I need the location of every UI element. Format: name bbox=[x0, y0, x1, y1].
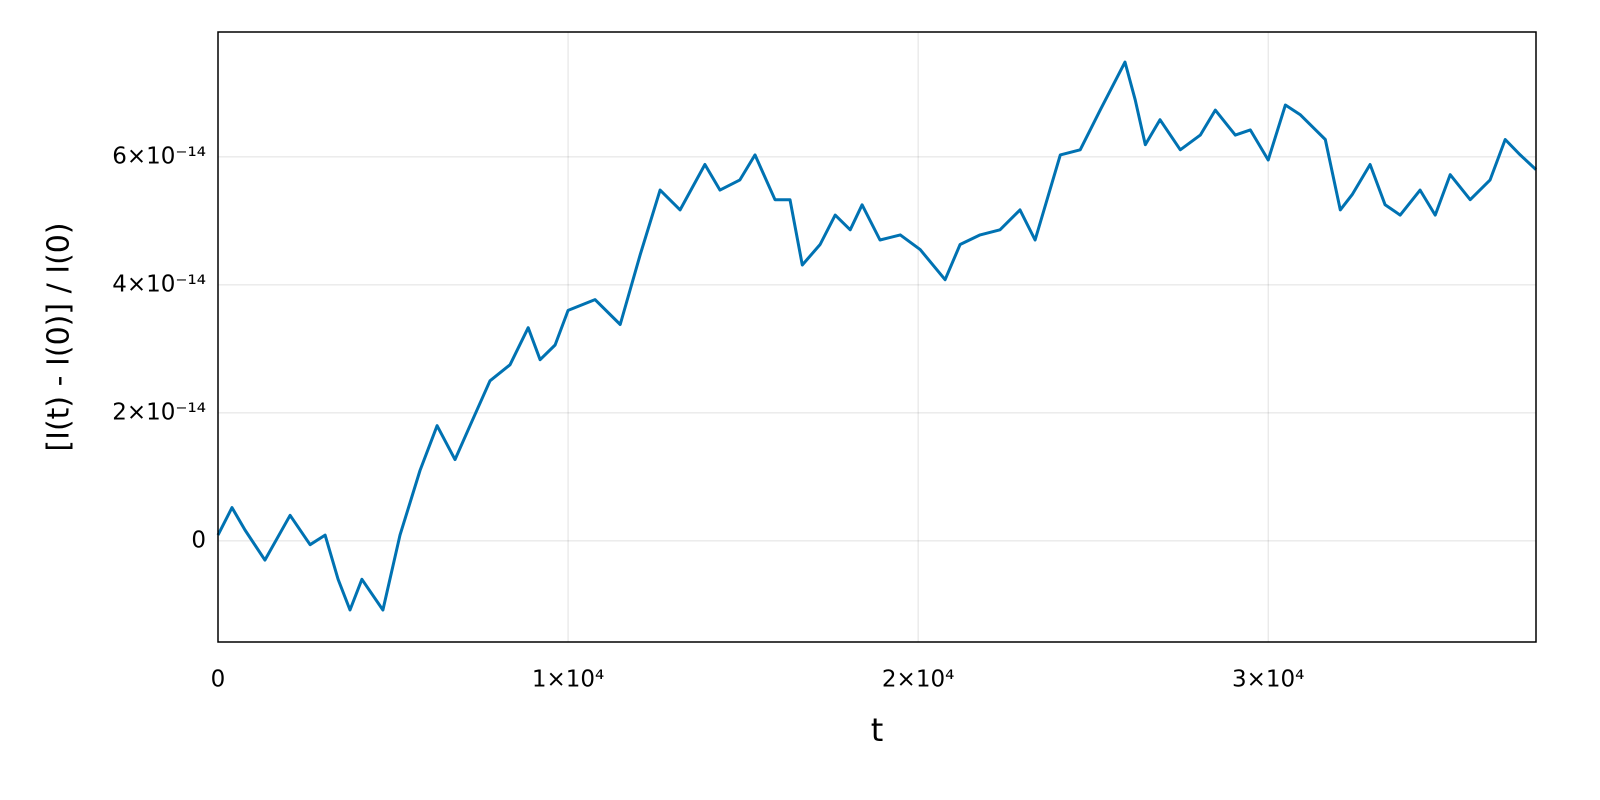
y-tick-label: 6×10⁻¹⁴ bbox=[112, 143, 206, 169]
x-tick-label: 0 bbox=[211, 667, 226, 693]
x-tick-label: 3×10⁴ bbox=[1232, 667, 1304, 693]
y-axis-label: [I(t) - I(0)] / I(0) bbox=[42, 222, 77, 451]
x-tick-label: 1×10⁴ bbox=[532, 667, 604, 693]
x-axis-label: t bbox=[871, 711, 884, 749]
y-tick-label: 2×10⁻¹⁴ bbox=[112, 399, 206, 425]
data-line bbox=[216, 60, 1538, 612]
x-tick-label: 2×10⁴ bbox=[882, 667, 954, 693]
y-tick-label: 4×10⁻¹⁴ bbox=[112, 271, 206, 297]
plot-frame bbox=[217, 31, 1537, 643]
y-tick-label: 0 bbox=[191, 527, 206, 553]
